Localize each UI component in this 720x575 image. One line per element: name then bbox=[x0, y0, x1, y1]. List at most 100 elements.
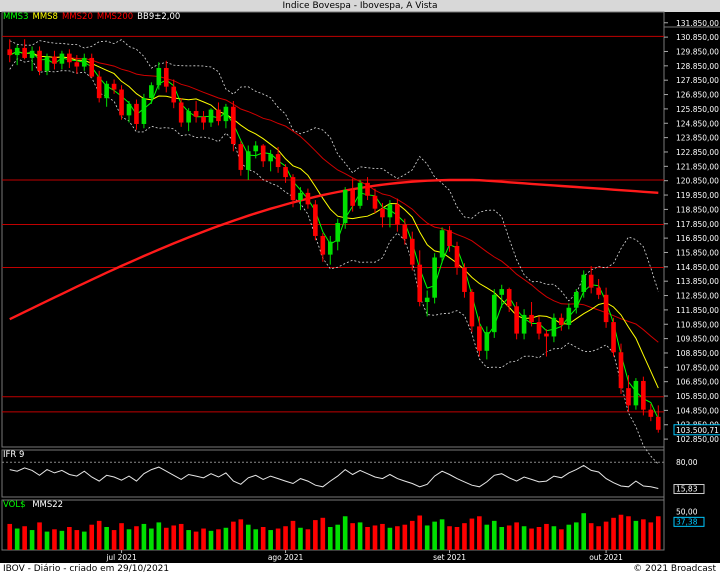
candle-body bbox=[74, 62, 80, 67]
volume-value-box bbox=[673, 516, 705, 527]
volume-bar bbox=[268, 530, 273, 550]
candle-body bbox=[193, 111, 199, 117]
candle-body bbox=[119, 89, 124, 116]
volume-bar bbox=[342, 516, 348, 550]
volume-bar bbox=[216, 529, 221, 550]
candle-body bbox=[447, 230, 452, 247]
candle-body bbox=[365, 182, 370, 196]
volume-bar bbox=[74, 530, 80, 550]
volume-bar bbox=[59, 530, 65, 550]
y-tick-label: 129.850,00 bbox=[676, 47, 719, 56]
volume-bar bbox=[454, 527, 460, 550]
candle-body bbox=[134, 103, 139, 124]
volume-bar bbox=[186, 530, 191, 550]
volume-bar bbox=[417, 515, 423, 550]
volume-bar bbox=[178, 523, 184, 550]
footer-bar: IBOV - Diário - criado em 29/10/2021 © 2… bbox=[0, 563, 720, 575]
candle-body bbox=[81, 57, 87, 67]
volume-bar bbox=[655, 516, 661, 550]
ifr-value-box bbox=[673, 484, 705, 495]
y-tick-label: 119.850,00 bbox=[676, 191, 719, 200]
candle-body bbox=[469, 291, 475, 327]
y-tick-label: 117.850,00 bbox=[676, 220, 719, 229]
candle-body bbox=[52, 56, 57, 64]
volume-bar bbox=[521, 526, 527, 550]
mms20-line bbox=[9, 50, 659, 343]
ifr-panel-frame bbox=[1, 449, 665, 498]
candle-body bbox=[223, 106, 229, 122]
candle-body bbox=[268, 154, 273, 162]
volume-bar bbox=[648, 522, 654, 550]
candle-body bbox=[514, 306, 519, 334]
candle-body bbox=[186, 111, 191, 123]
volume-bar bbox=[335, 524, 341, 550]
candle-body bbox=[29, 50, 35, 58]
volume-bar bbox=[104, 527, 109, 550]
candle-body bbox=[59, 53, 65, 64]
candle-body bbox=[290, 177, 296, 201]
volume-bar bbox=[260, 527, 266, 550]
volume-bar bbox=[514, 522, 519, 550]
candle-body bbox=[633, 380, 639, 406]
last-price-box bbox=[673, 424, 720, 436]
bollinger-upper bbox=[9, 39, 659, 302]
volume-bar bbox=[573, 522, 579, 550]
ifr-label: IFR 9 bbox=[3, 450, 25, 460]
candle-body bbox=[216, 109, 221, 122]
y-tick-label: 131.850,00 bbox=[676, 19, 719, 28]
volume-tick-label: 50,00 bbox=[676, 508, 698, 517]
candle-body bbox=[313, 204, 318, 236]
candle-body bbox=[506, 289, 512, 307]
candle-body bbox=[238, 144, 244, 170]
candle-body bbox=[335, 223, 341, 242]
volume-bar bbox=[81, 531, 87, 550]
volume-bar bbox=[22, 526, 27, 550]
volume-bar bbox=[424, 525, 430, 550]
candle-body bbox=[491, 294, 497, 333]
y-tick-label: 116.850,00 bbox=[676, 234, 719, 243]
ifr-tick-label: 80,00 bbox=[676, 458, 698, 467]
volume-bar bbox=[618, 514, 624, 550]
candle-body bbox=[484, 332, 490, 351]
candle-body bbox=[529, 314, 534, 323]
volume-bar bbox=[52, 529, 57, 550]
volume-bar bbox=[231, 521, 236, 550]
candle-body bbox=[559, 317, 564, 325]
volume-bar bbox=[283, 526, 288, 550]
y-tick-label: 104.850,00 bbox=[676, 406, 719, 415]
candle-body bbox=[283, 167, 288, 178]
indicator-legend: MMS3 MMS8 MMS20 MMS200 BB9±2,00 bbox=[3, 12, 184, 23]
candle-body bbox=[544, 333, 549, 337]
volume-bar bbox=[447, 526, 452, 550]
candle-body bbox=[357, 182, 363, 206]
candle-body bbox=[44, 56, 50, 71]
volume-bar bbox=[44, 531, 50, 550]
candle-body bbox=[409, 238, 415, 265]
candle-body bbox=[231, 106, 236, 145]
volume-bar bbox=[111, 530, 117, 550]
candle-body bbox=[111, 83, 117, 90]
volume-bar bbox=[67, 527, 72, 550]
candle-body bbox=[372, 195, 378, 209]
volume-bar bbox=[298, 527, 303, 550]
volume-bar bbox=[491, 520, 497, 550]
y-tick-label: 108.850,00 bbox=[676, 349, 719, 358]
y-tick-label: 114.850,00 bbox=[676, 263, 719, 272]
candle-body bbox=[327, 241, 333, 255]
candle-body bbox=[477, 326, 482, 351]
x-month-label: out 2021 bbox=[589, 553, 623, 562]
volume-bar bbox=[611, 517, 616, 550]
candle-body bbox=[641, 380, 646, 410]
candle-body bbox=[588, 274, 594, 288]
volume-bar bbox=[409, 520, 415, 550]
y-tick-label: 121.850,00 bbox=[676, 162, 719, 171]
candle-body bbox=[149, 85, 154, 99]
candle-body bbox=[566, 307, 572, 325]
candle-body bbox=[104, 83, 109, 99]
volume-bar bbox=[506, 525, 512, 550]
y-tick-label: 105.850,00 bbox=[676, 392, 719, 401]
y-tick-label: 118.850,00 bbox=[676, 205, 719, 214]
candle-body bbox=[350, 190, 355, 206]
candle-body bbox=[536, 322, 542, 334]
